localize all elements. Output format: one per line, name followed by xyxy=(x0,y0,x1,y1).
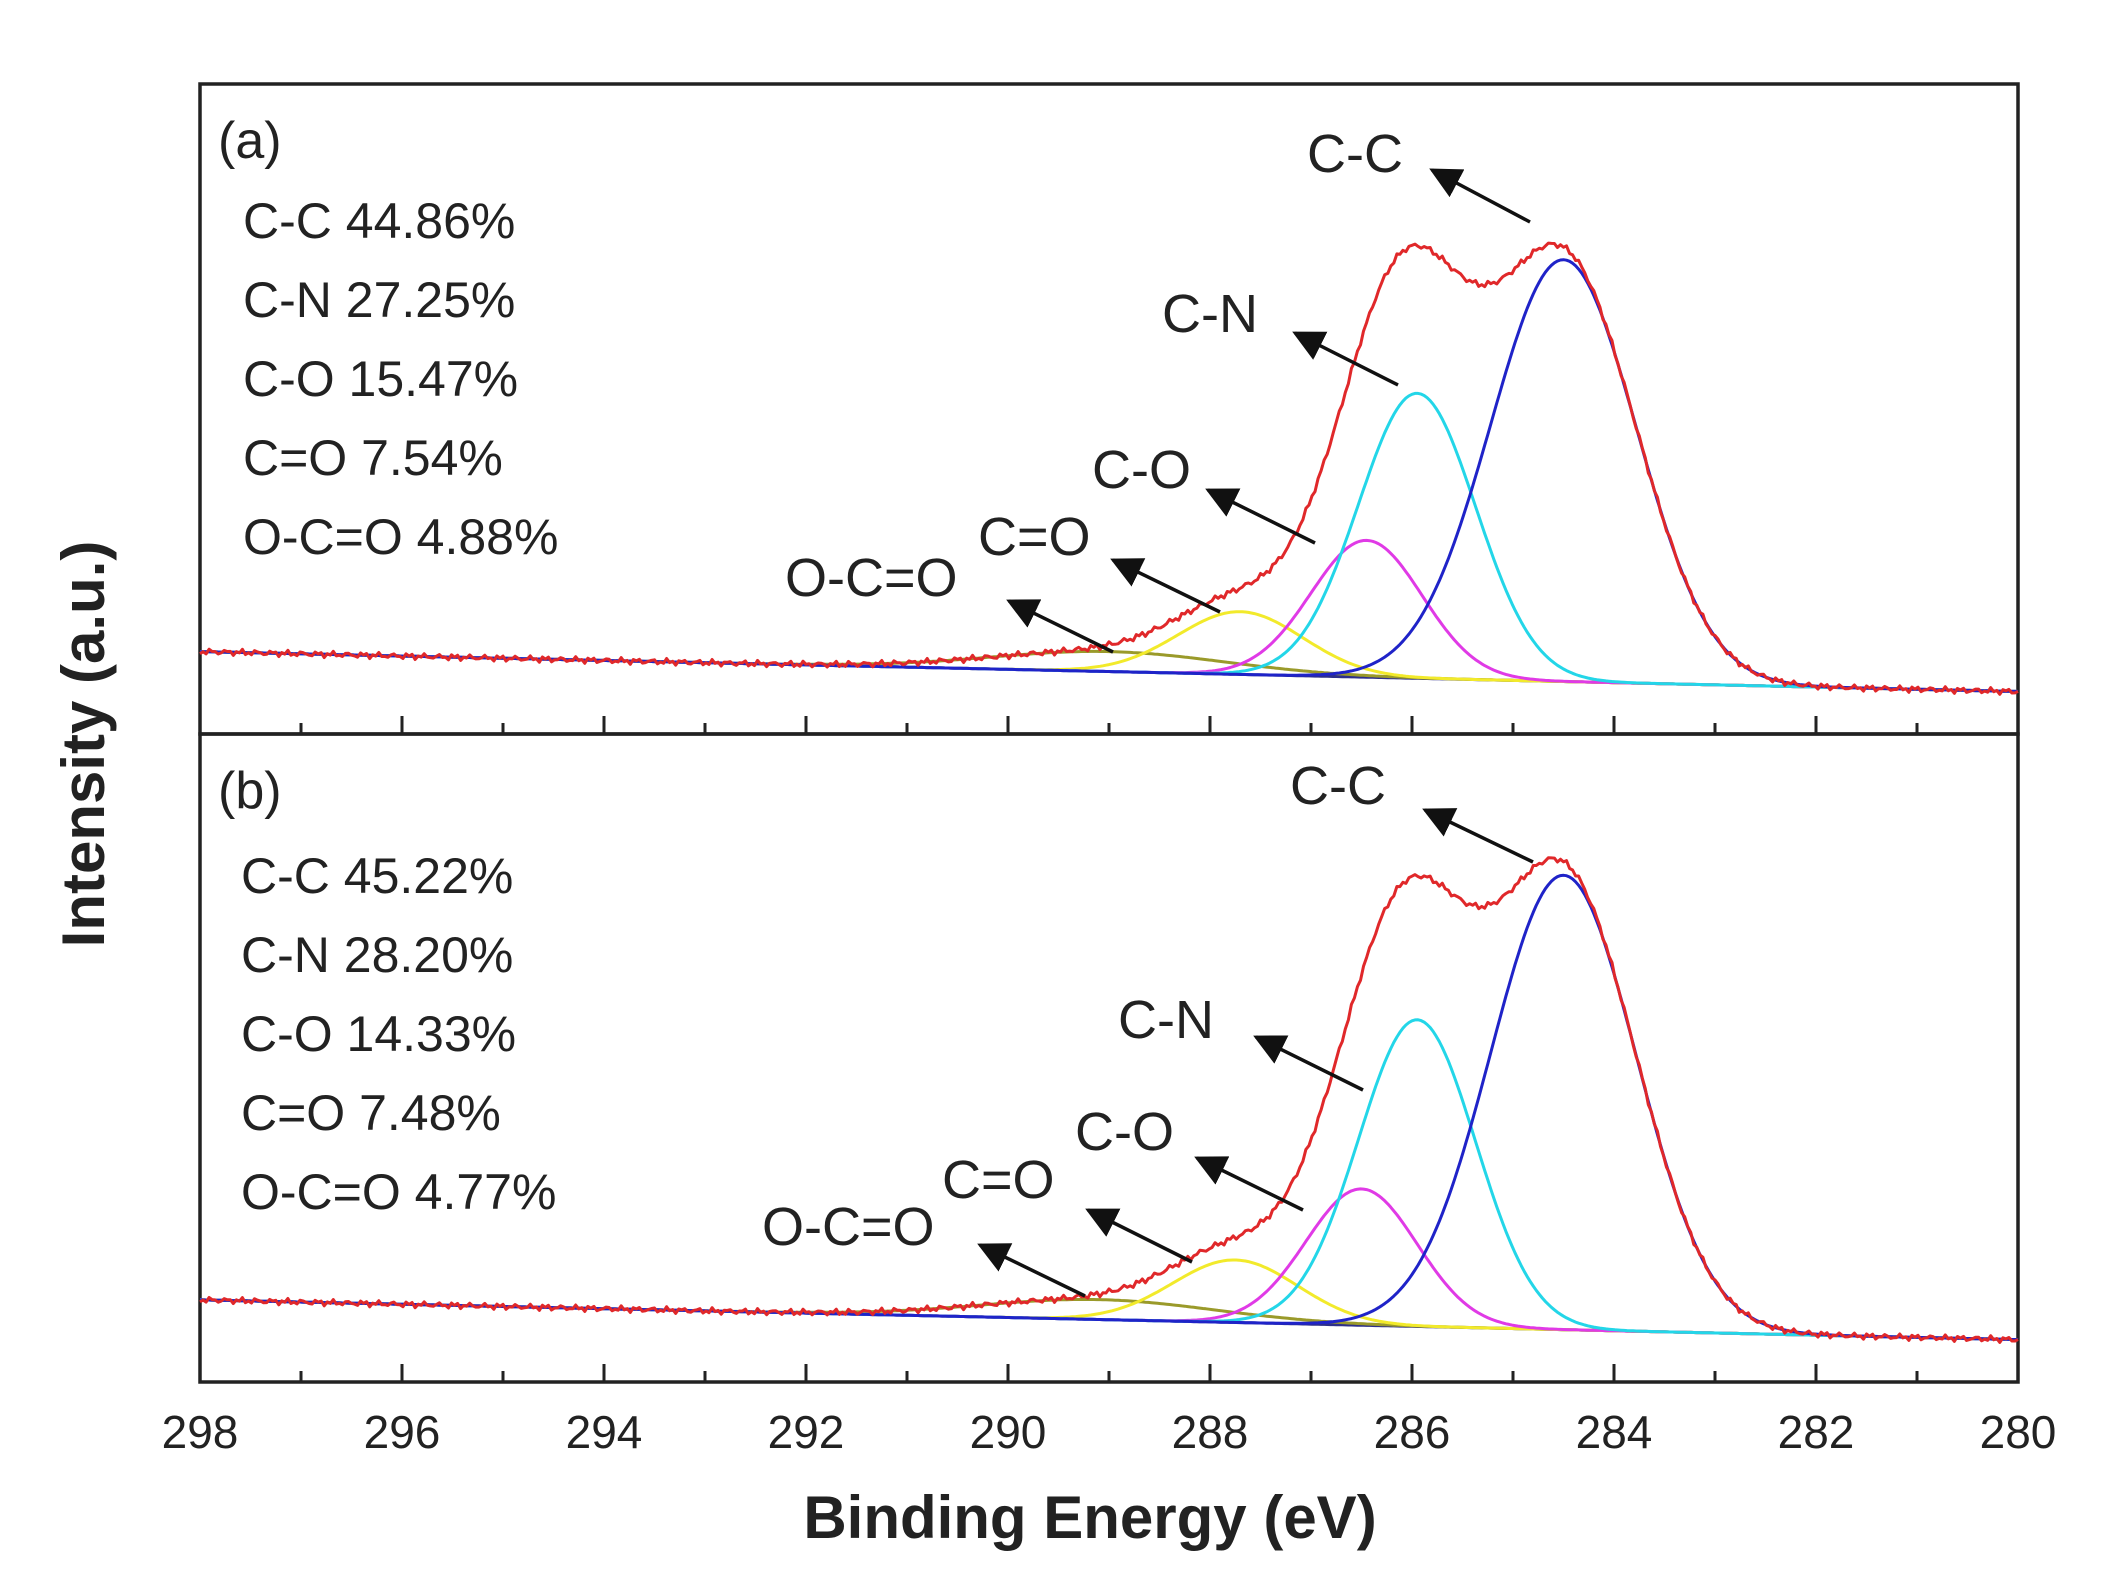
x-tick-label-294: 294 xyxy=(566,1406,643,1458)
panel-a-envelope-line xyxy=(199,241,2019,696)
x-tick-label-290: 290 xyxy=(970,1406,1047,1458)
panel-a-arrow-c-c xyxy=(1429,168,1531,224)
x-tick-label-288: 288 xyxy=(1172,1406,1249,1458)
panel-b-arrow-c-n xyxy=(1253,1035,1364,1092)
panel-b-label: (b) xyxy=(218,762,282,820)
panel-a-legend-o-c-eq-o: O-C=O 4.88% xyxy=(243,509,558,565)
panel-a-arrow-o-c-eq-o xyxy=(1006,599,1114,654)
x-tick-label-286: 286 xyxy=(1374,1406,1451,1458)
panel-b-arrow-c-eq-o xyxy=(1085,1208,1193,1264)
panel-a-legend-c-c: C-C 44.86% xyxy=(243,193,515,249)
panel-a-legend-c-o: C-O 15.47% xyxy=(243,351,518,407)
panel-a-legend-c-n: C-N 27.25% xyxy=(243,272,515,328)
panel-b-peak-label-c-n: C-N xyxy=(1118,990,1214,1050)
panel-a-peak-label-c-eq-o: C=O xyxy=(978,507,1091,567)
x-tick-label-284: 284 xyxy=(1576,1406,1653,1458)
panel-b-curves xyxy=(199,856,2019,1344)
x-tick-label-298: 298 xyxy=(162,1406,239,1458)
panel-a-curves xyxy=(199,241,2019,696)
panel-b-arrow-o-c-eq-o xyxy=(977,1243,1086,1298)
panel-a-frame xyxy=(198,82,2020,736)
panel-b-peak-label-c-c: C-C xyxy=(1290,756,1386,816)
panel-b-legend-c-eq-o: C=O 7.48% xyxy=(241,1085,501,1141)
x-tick-label-280: 280 xyxy=(1980,1406,2057,1458)
panel-a-label: (a) xyxy=(218,112,282,170)
panel-a-arrow-c-n xyxy=(1292,331,1399,387)
panel-a-peak-label-o-c-eq-o: O-C=O xyxy=(785,548,958,608)
x-tick-label-296: 296 xyxy=(364,1406,441,1458)
panel-b-arrow-c-o xyxy=(1194,1156,1304,1212)
x-tick-label-282: 282 xyxy=(1778,1406,1855,1458)
x-axis-title: Binding Energy (eV) xyxy=(803,1484,1376,1551)
panel-b-legend-o-c-eq-o: O-C=O 4.77% xyxy=(241,1164,556,1220)
panel-a-legend-c-eq-o: C=O 7.54% xyxy=(243,430,503,486)
panel-a-arrow-c-eq-o xyxy=(1110,558,1221,614)
panel-b-legend-c-c: C-C 45.22% xyxy=(241,848,513,904)
panel-a-arrow-c-o xyxy=(1205,488,1316,545)
panel-b-legend-c-n: C-N 28.20% xyxy=(241,927,513,983)
panel-a-peak-label-c-n: C-N xyxy=(1162,284,1258,344)
panel-b-arrow-c-c xyxy=(1422,808,1534,864)
panel-b-peak-label-c-eq-o: C=O xyxy=(942,1150,1055,1210)
panel-b-peak-label-o-c-eq-o: O-C=O xyxy=(762,1197,935,1257)
panel-b-peak-label-c-o: C-O xyxy=(1075,1102,1174,1162)
panel-b-legend-c-o: C-O 14.33% xyxy=(241,1006,516,1062)
panel-a-peak-label-c-c: C-C xyxy=(1307,124,1403,184)
panel-b-envelope-line xyxy=(199,856,2019,1344)
panel-a-peak-label-c-o: C-O xyxy=(1092,440,1191,500)
y-axis-title: Intensity (a.u.) xyxy=(50,541,117,948)
x-tick-label-292: 292 xyxy=(768,1406,845,1458)
x-axis-ticks: 298 296 294 292 290 288 286 284 282 280 xyxy=(162,716,2057,1458)
